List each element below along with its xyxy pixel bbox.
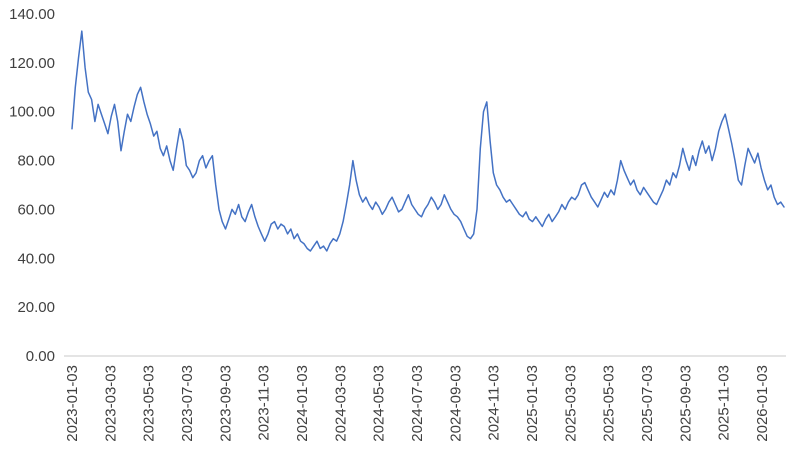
y-axis-tick-label: 0.00 <box>26 348 55 365</box>
x-axis-tick-label: 2025-09-03 <box>677 365 694 442</box>
x-axis-tick-label: 2026-01-03 <box>754 365 771 442</box>
x-axis-tick-label: 2024-01-03 <box>294 365 311 442</box>
y-axis-tick-label: 80.00 <box>17 153 55 170</box>
y-axis-tick-label: 60.00 <box>17 201 55 218</box>
x-axis-tick-label: 2023-05-03 <box>141 365 158 442</box>
y-axis-tick-label: 100.00 <box>9 104 55 121</box>
x-axis-tick-label: 2025-01-03 <box>524 365 541 442</box>
plot-area <box>71 30 785 252</box>
x-axis-tick-label: 2024-07-03 <box>409 365 426 442</box>
x-axis-tick-label: 2025-07-03 <box>639 365 656 442</box>
x-axis-labels: 2023-01-03 2023-03-03 2023-05-03 2023-07-03… <box>64 365 771 442</box>
data-series-line <box>71 30 785 252</box>
x-axis-tick-label: 2025-05-03 <box>601 365 618 442</box>
y-axis-tick-label: 20.00 <box>17 299 55 316</box>
x-axis-tick-label: 2025-03-03 <box>562 365 579 442</box>
x-axis-tick-label: 2024-03-03 <box>332 365 349 442</box>
x-axis-tick-label: 2023-03-03 <box>102 365 119 442</box>
x-axis-tick-label: 2024-11-03 <box>486 365 503 441</box>
y-axis-labels: 0.00 20.00 40.00 60.00 80.00 100.00 120.00 140.… <box>9 6 55 365</box>
x-axis-tick-label: 2023-07-03 <box>179 365 196 442</box>
x-axis-tick-label: 2023-09-03 <box>217 365 234 442</box>
x-axis-tick-label: 2025-11-03 <box>716 365 733 441</box>
x-axis-tick-label: 2023-11-03 <box>256 365 273 441</box>
x-axis-tick-label: 2024-09-03 <box>447 365 464 442</box>
y-axis-tick-label: 140.00 <box>9 6 55 23</box>
x-axis-tick-label: 2023-01-03 <box>64 365 81 442</box>
x-axis-tick-label: 2024-05-03 <box>371 365 388 442</box>
y-axis-tick-label: 40.00 <box>17 250 55 267</box>
y-axis-tick-label: 120.00 <box>9 55 55 72</box>
